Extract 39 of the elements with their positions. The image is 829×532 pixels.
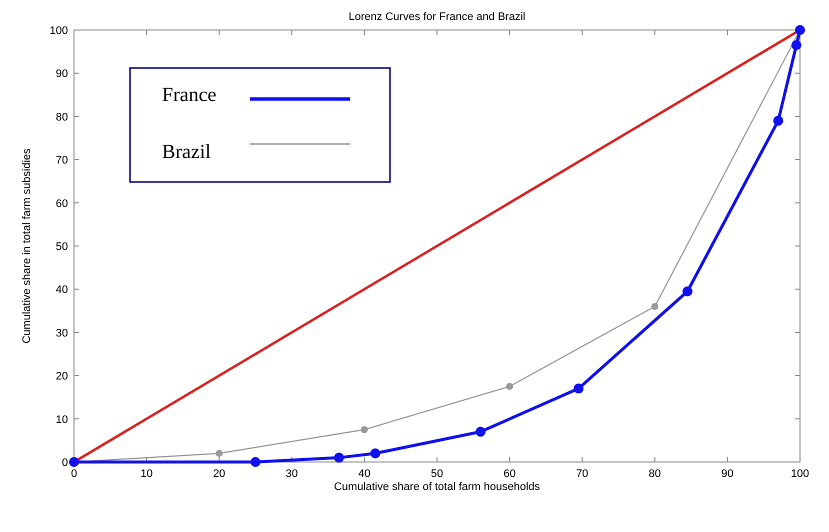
point (334, 452, 344, 463)
point (651, 302, 658, 310)
point (773, 116, 784, 126)
y-axis-title: Cumulative share in total farm subsidies (21, 148, 33, 344)
y-tick-label: 60 (56, 198, 68, 210)
point (360, 426, 368, 434)
y-tick-label: 30 (56, 327, 68, 340)
y-tick-label: 80 (56, 111, 68, 124)
y-tick-label: 50 (56, 241, 68, 253)
point (506, 382, 514, 390)
x-tick-label: 40 (358, 468, 371, 480)
x-tick-label: 20 (213, 468, 226, 480)
point (216, 450, 223, 457)
point (682, 286, 692, 296)
x-tick-label: 100 (790, 468, 810, 480)
y-tick-label: 70 (56, 154, 68, 167)
x-tick-label: 90 (721, 468, 734, 480)
y-tick-label: 20 (56, 370, 68, 383)
x-tick-label: 50 (430, 468, 444, 480)
point (250, 457, 260, 467)
y-tick-label: 90 (56, 68, 68, 80)
x-tick-label: 80 (648, 468, 661, 480)
y-tick-label: 40 (56, 284, 68, 296)
point (574, 384, 584, 394)
x-tick-label: 10 (140, 468, 153, 480)
y-tick-label: 10 (56, 414, 68, 426)
point (476, 426, 486, 437)
x-tick-label: 60 (503, 468, 516, 480)
chart-title: Lorenz Curves for France and Brazil (348, 11, 526, 23)
y-tick-label: 0 (62, 457, 68, 469)
legend-label: France (162, 84, 217, 106)
x-tick-label: 70 (576, 468, 588, 480)
x-tick-label: 0 (70, 468, 78, 480)
x-axis-title: Cumulative share of total farm households (334, 481, 541, 493)
y-tick-label: 100 (50, 25, 68, 37)
point (791, 40, 802, 50)
x-tick-label: 30 (286, 468, 298, 480)
point (370, 448, 380, 458)
legend-label: Brazil (162, 141, 212, 163)
